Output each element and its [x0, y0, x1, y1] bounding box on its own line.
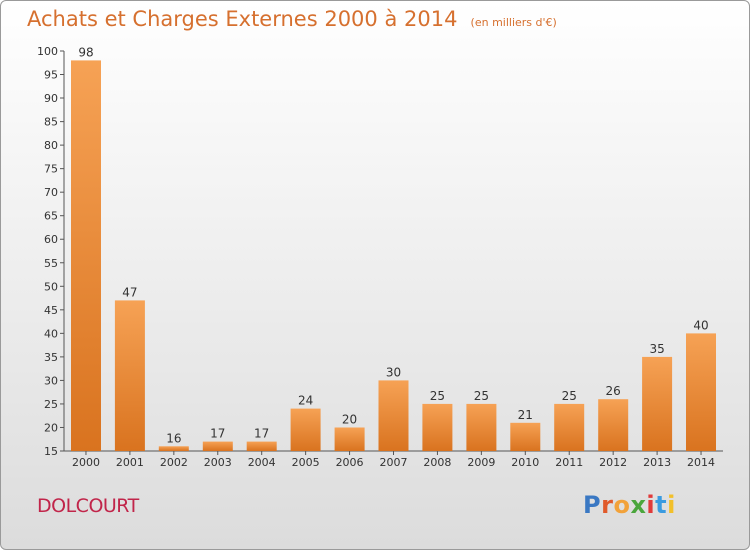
- data-label: 21: [518, 408, 533, 422]
- logo-letter: x: [630, 491, 647, 519]
- bar: [202, 441, 233, 451]
- proxiti-logo[interactable]: Proxiti: [583, 491, 676, 519]
- logo-letter: o: [613, 491, 631, 519]
- data-label: 40: [693, 318, 708, 332]
- data-label: 25: [430, 389, 445, 403]
- data-label: 98: [78, 45, 93, 59]
- data-label: 16: [166, 431, 181, 445]
- bar: [642, 356, 673, 451]
- y-tick-label: 40: [44, 327, 58, 340]
- bar: [378, 380, 409, 451]
- bar: [158, 446, 189, 451]
- place-name: DOLCOURT: [37, 495, 139, 517]
- bar: [598, 399, 629, 451]
- x-tick-label: 2012: [599, 456, 627, 469]
- x-tick-label: 2008: [423, 456, 451, 469]
- y-tick-label: 95: [44, 69, 58, 82]
- x-tick-label: 2001: [116, 456, 144, 469]
- x-tick-label: 2000: [72, 456, 100, 469]
- y-tick-label: 60: [44, 233, 58, 246]
- x-tick-label: 2005: [292, 456, 320, 469]
- data-label: 30: [386, 365, 401, 379]
- bar: [554, 403, 585, 451]
- y-tick-label: 55: [44, 257, 58, 270]
- x-tick-label: 2003: [204, 456, 232, 469]
- y-tick-label: 50: [44, 280, 58, 293]
- bar: [71, 60, 101, 452]
- bar: [246, 441, 277, 451]
- data-label: 17: [210, 427, 225, 441]
- bar: [686, 333, 716, 451]
- x-tick-label: 2006: [336, 456, 364, 469]
- labels: 2000 98 2001 47 2002 16 2003 17 2004 17 2005 24 2006…: [72, 45, 715, 469]
- logo-letter: P: [583, 491, 602, 519]
- x-tick-label: 2007: [380, 456, 408, 469]
- y-tick-label: 15: [44, 445, 58, 458]
- x-tick-label: 2009: [467, 456, 495, 469]
- logo-letter: r: [601, 491, 614, 519]
- bar: [290, 408, 321, 451]
- bars: [71, 60, 716, 452]
- x-tick-label: 2004: [248, 456, 276, 469]
- data-label: 20: [342, 412, 357, 426]
- y-tick-label: 85: [44, 116, 58, 129]
- data-label: 26: [606, 384, 621, 398]
- x-tick-label: 2013: [643, 456, 671, 469]
- y-tick-label: 65: [44, 210, 58, 223]
- bar: [510, 422, 541, 451]
- y-tick-label: 100: [37, 45, 58, 58]
- logo-letter: i: [646, 491, 656, 519]
- bar: [334, 427, 365, 451]
- axes: 15 20 25 30 35 40 45 50 55 60 65 70 75 80 85 90 95 100: [37, 45, 723, 458]
- y-tick-label: 75: [44, 163, 58, 176]
- data-label: 25: [562, 389, 577, 403]
- x-tick-label: 2010: [511, 456, 539, 469]
- title-row: Achats et Charges Externes 2000 à 2014 (…: [27, 7, 557, 31]
- y-tick-label: 90: [44, 92, 58, 105]
- data-label: 35: [649, 342, 664, 356]
- y-tick-label: 35: [44, 351, 58, 364]
- x-tick-label: 2014: [687, 456, 715, 469]
- y-tick-label: 70: [44, 186, 58, 199]
- logo-letter: t: [655, 491, 668, 519]
- y-tick-label: 20: [44, 421, 58, 434]
- bar: [422, 403, 453, 451]
- x-tick-label: 2002: [160, 456, 188, 469]
- data-label: 24: [298, 394, 313, 408]
- data-label: 25: [474, 389, 489, 403]
- chart-subtitle: (en milliers d'€): [470, 16, 557, 29]
- y-tick-label: 25: [44, 398, 58, 411]
- logo-letter: i: [667, 491, 676, 519]
- chart-title: Achats et Charges Externes 2000 à 2014: [27, 7, 458, 31]
- y-tick-label: 30: [44, 374, 58, 387]
- bar: [114, 300, 145, 451]
- y-tick-label: 45: [44, 304, 58, 317]
- data-label: 17: [254, 427, 269, 441]
- bar: [466, 403, 497, 451]
- x-tick-label: 2011: [555, 456, 583, 469]
- data-label: 47: [122, 285, 137, 299]
- y-tick-label: 80: [44, 139, 58, 152]
